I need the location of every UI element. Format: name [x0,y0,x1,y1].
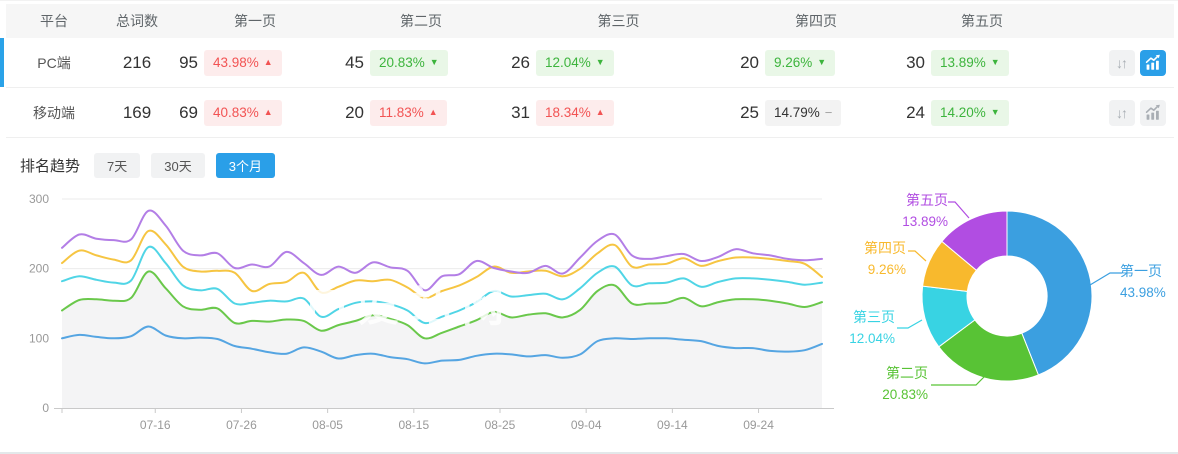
svg-text:09-24: 09-24 [743,418,774,432]
percent-badge: 20.83% ▼ [370,49,448,76]
page-count: 30 [906,52,925,72]
table-header-row: 平台 总词数 第一页 第二页 第三页 第四页 第五页 [6,4,1174,38]
header-platform: 平台 [40,13,68,29]
percent-badge: 12.04% ▼ [536,49,614,76]
percent-badge: 14.79% − [765,99,842,126]
percent-badge: 13.89% ▼ [931,49,1009,76]
page-count: 31 [511,102,530,122]
header-page3: 第三页 [597,13,640,29]
page1-cell: 95 43.98% ▲ [172,49,338,76]
header-page2: 第二页 [400,13,442,29]
page-count: 45 [345,52,364,72]
sort-arrows-icon: ↓↑ [1116,104,1128,121]
trend-arrow-icon: ▼ [990,107,1000,117]
platform-label: 移动端 [33,104,75,121]
svg-text:0: 0 [42,401,49,415]
trend-arrow-icon: ▲ [263,57,273,67]
trend-arrow-icon: − [824,105,833,120]
page-count: 20 [345,102,364,122]
table-row-mobile[interactable]: 移动端 169 69 40.83% ▲ 20 11.83% ▲ 31 18.34% ▲… [6,88,1174,138]
pie-label-page1: 第一页 43.98% [1120,263,1166,300]
trend-arrow-icon: ▼ [595,57,605,67]
ranking-table: 平台 总词数 第一页 第二页 第三页 第四页 第五页 PC端 216 95 43… [0,4,1174,138]
header-page1: 第一页 [234,13,276,29]
trend-arrow-icon: ▲ [428,107,438,117]
svg-text:09-14: 09-14 [657,418,688,432]
pie-label-page2: 第二页 20.83% [882,365,928,402]
svg-text:300: 300 [29,192,49,206]
sort-arrows-icon: ↓↑ [1116,54,1128,71]
trend-arrow-icon: ▼ [817,57,827,67]
tab-7days[interactable]: 7天 [94,153,141,178]
total-words-value: 216 [122,52,152,72]
page4-cell: 25 14.79% − [733,99,899,126]
chart-trend-icon [1145,104,1160,120]
total-words-value: 169 [122,102,152,122]
page-distribution-pie: 第一页 43.98% 第二页 20.83% 第三页 12.04% 第四页 9.2… [838,189,1178,451]
svg-text:08-15: 08-15 [398,418,429,432]
percent-badge: 11.83% ▲ [370,99,447,126]
pie-label-page5: 第五页 13.89% [902,192,948,229]
page-count: 20 [740,52,759,72]
trend-title: 排名趋势 [20,158,81,175]
trend-arrow-icon: ▼ [990,57,1000,67]
trend-chart-button[interactable] [1140,99,1166,126]
tab-3months[interactable]: 3个月 [215,153,275,178]
page4-cell: 20 9.26% ▼ [733,49,899,76]
percent-badge: 18.34% ▲ [536,99,614,126]
sort-button[interactable]: ↓↑ [1109,49,1135,76]
chart-trend-icon [1145,54,1160,70]
percent-badge: 9.26% ▼ [765,49,836,76]
percent-badge: 14.20% ▼ [931,99,1009,126]
page3-cell: 26 12.04% ▼ [504,49,733,76]
page5-cell: 30 13.89% ▼ [899,49,1065,76]
header-page5: 第五页 [961,13,1003,29]
page-count: 95 [179,52,198,72]
sort-button[interactable]: ↓↑ [1109,99,1135,126]
trend-section-header: 排名趋势 7天 30天 3个月 [0,138,1178,189]
page2-cell: 45 20.83% ▼ [338,49,504,76]
page-count: 24 [906,102,925,122]
percent-badge: 40.83% ▲ [204,99,282,126]
row-actions: ↓↑ [1065,99,1174,126]
header-total-words: 总词数 [116,13,158,29]
trend-arrow-icon: ▼ [429,57,439,67]
page-count: 69 [179,102,198,122]
pie-label-page4: 第四页 9.26% [864,240,906,277]
line-chart-svg: 07-16 07-26 08-05 08-15 08-25 09-04 09-14 09-24… [29,192,834,432]
svg-text:09-04: 09-04 [571,418,602,432]
trend-arrow-icon: ▲ [263,107,273,117]
trend-arrow-icon: ▲ [595,107,605,117]
trend-chart-button[interactable] [1140,49,1166,76]
table-row-pc[interactable]: PC端 216 95 43.98% ▲ 45 20.83% ▼ 26 12.04% ▼… [0,38,1174,88]
row-actions: ↓↑ [1065,49,1174,76]
svg-text:08-25: 08-25 [485,418,516,432]
svg-text:08-05: 08-05 [312,418,343,432]
page-count: 26 [511,52,530,72]
svg-text:200: 200 [29,262,49,276]
page3-cell: 31 18.34% ▲ [504,99,733,126]
svg-text:07-16: 07-16 [140,418,171,432]
percent-badge: 43.98% ▲ [204,49,282,76]
page2-cell: 20 11.83% ▲ [338,99,504,126]
header-page4: 第四页 [795,13,837,29]
tab-30days[interactable]: 30天 [151,153,205,178]
svg-text:100: 100 [29,331,49,345]
charts-area: 07-16 07-26 08-05 08-15 08-25 09-04 09-14 09-24… [0,189,1178,451]
page-count: 25 [740,102,759,122]
page1-cell: 69 40.83% ▲ [172,99,338,126]
svg-text:07-26: 07-26 [226,418,257,432]
trend-line-chart: 07-16 07-26 08-05 08-15 08-25 09-04 09-14 09-24… [12,189,838,451]
platform-label: PC端 [37,54,71,71]
pie-chart-svg [897,201,1122,386]
page5-cell: 24 14.20% ▼ [899,99,1065,126]
pie-label-page3: 第三页 12.04% [849,309,895,346]
